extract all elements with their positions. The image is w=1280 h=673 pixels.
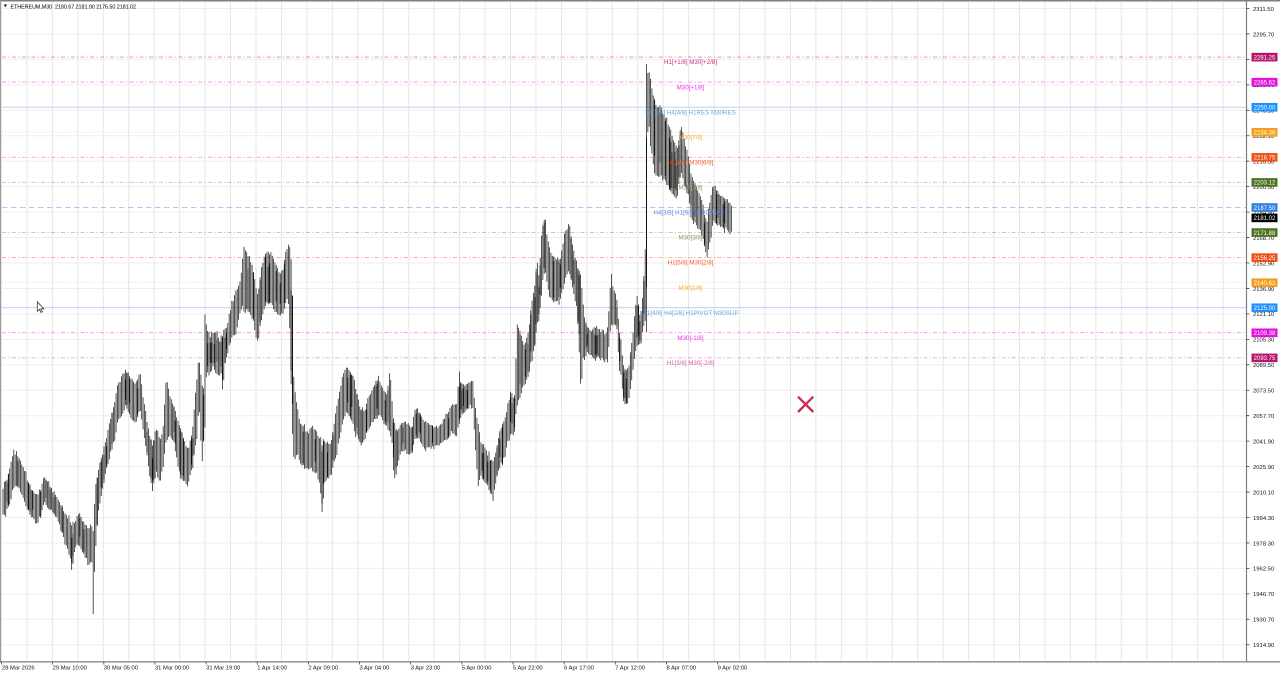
svg-text:2057.70: 2057.70 — [1253, 414, 1275, 420]
svg-text:1994.30: 1994.30 — [1253, 516, 1275, 522]
svg-text:1 Apr 14:00: 1 Apr 14:00 — [257, 665, 287, 671]
svg-text:7 Apr 12:00: 7 Apr 12:00 — [615, 665, 645, 671]
svg-text:H1[+1/8] M30[+2/8]: H1[+1/8] M30[+2/8] — [664, 59, 717, 66]
svg-text:2216.30: 2216.30 — [1253, 160, 1275, 166]
svg-text:2136.90: 2136.90 — [1253, 287, 1275, 293]
svg-text:1930.70: 1930.70 — [1253, 618, 1275, 624]
svg-text:2181.02: 2181.02 — [1254, 216, 1276, 222]
svg-text:1962.50: 1962.50 — [1253, 567, 1275, 573]
svg-text:2109.38: 2109.38 — [1254, 331, 1276, 337]
svg-text:M30[1/8]: M30[1/8] — [678, 285, 702, 292]
svg-text:28 Mar 2026: 28 Mar 2026 — [2, 665, 35, 671]
svg-text:2156.25: 2156.25 — [1254, 256, 1276, 262]
svg-text:2168.70: 2168.70 — [1253, 236, 1275, 242]
svg-text:M30[-1/8]: M30[-1/8] — [677, 335, 703, 342]
svg-text:2265.62: 2265.62 — [1254, 80, 1276, 86]
svg-text:2232.10: 2232.10 — [1253, 134, 1275, 140]
svg-text:H1[7/8] M30[6/8]: H1[7/8] M30[6/8] — [668, 159, 714, 166]
svg-text:H1[5/8] M30[2/8]: H1[5/8] M30[2/8] — [668, 260, 714, 267]
svg-text:D1[4/8] H4[2/8] H1PIVOT M30SUP: D1[4/8] H4[2/8] H1PIVOT M30SUP — [642, 310, 738, 317]
svg-text:2250.00: 2250.00 — [1254, 106, 1276, 112]
svg-text:31 Mar 00:00: 31 Mar 00:00 — [155, 665, 189, 671]
svg-text:1978.30: 1978.30 — [1253, 541, 1275, 547]
svg-text:2125.00: 2125.00 — [1254, 306, 1276, 312]
svg-text:3 Apr 04:00: 3 Apr 04:00 — [360, 665, 390, 671]
svg-text:2105.30: 2105.30 — [1253, 338, 1275, 344]
svg-text:ETHEREUM,M30 2180.67 2181.90: ETHEREUM,M30 2180.67 2181.90 2176.50 218… — [11, 4, 136, 10]
svg-text:M30[7/8]: M30[7/8] — [678, 134, 702, 141]
svg-text:2248.10: 2248.10 — [1253, 109, 1275, 115]
svg-text:3 Apr 23:00: 3 Apr 23:00 — [411, 665, 441, 671]
svg-text:5 Apr 22:00: 5 Apr 22:00 — [513, 665, 543, 671]
svg-text:2025.90: 2025.90 — [1253, 465, 1275, 471]
svg-text:M30[5/8]: M30[5/8] — [678, 185, 702, 192]
svg-text:5 Apr 00:00: 5 Apr 00:00 — [462, 665, 492, 671]
svg-text:D1[5/8] H4[4/8] H1RES M30RES: D1[5/8] H4[4/8] H1RES M30RES — [645, 109, 735, 116]
svg-text:31 Mar 19:00: 31 Mar 19:00 — [206, 665, 240, 671]
svg-text:9 Apr 02:00: 9 Apr 02:00 — [718, 665, 748, 671]
svg-text:2121.10: 2121.10 — [1253, 312, 1275, 318]
svg-text:2171.88: 2171.88 — [1254, 231, 1276, 237]
svg-text:M30[3/8]: M30[3/8] — [678, 235, 702, 242]
svg-text:2152.90: 2152.90 — [1253, 261, 1275, 267]
svg-text:2281.25: 2281.25 — [1254, 55, 1276, 61]
svg-text:2200.50: 2200.50 — [1253, 185, 1275, 191]
svg-text:2 Apr 09:00: 2 Apr 09:00 — [308, 665, 338, 671]
svg-text:M30[+1/8]: M30[+1/8] — [677, 84, 705, 91]
svg-text:2218.75: 2218.75 — [1254, 156, 1276, 162]
svg-text:1914.90: 1914.90 — [1253, 643, 1275, 649]
svg-text:30 Mar 05:00: 30 Mar 05:00 — [104, 665, 138, 671]
svg-text:2187.50: 2187.50 — [1254, 206, 1276, 212]
svg-text:8 Apr 07:00: 8 Apr 07:00 — [666, 665, 696, 671]
svg-text:H1[3/8] M30[-2/8]: H1[3/8] M30[-2/8] — [667, 360, 715, 367]
svg-text:2140.62: 2140.62 — [1254, 281, 1276, 287]
svg-text:2089.50: 2089.50 — [1253, 363, 1275, 369]
svg-text:2184.50: 2184.50 — [1253, 210, 1275, 216]
svg-text:2041.90: 2041.90 — [1253, 439, 1275, 445]
svg-text:2093.75: 2093.75 — [1254, 356, 1276, 362]
svg-text:2203.12: 2203.12 — [1254, 181, 1276, 187]
svg-text:2295.70: 2295.70 — [1253, 32, 1275, 38]
svg-text:1946.70: 1946.70 — [1253, 592, 1275, 598]
svg-text:2010.10: 2010.10 — [1253, 490, 1275, 496]
svg-text:2311.50: 2311.50 — [1253, 7, 1275, 13]
svg-text:2234.38: 2234.38 — [1254, 131, 1276, 137]
svg-text:29 Mar 10:00: 29 Mar 10:00 — [53, 665, 87, 671]
svg-text:H4[3/8] H1[6/8] M30PIVOT: H4[3/8] H1[6/8] M30PIVOT — [654, 210, 728, 217]
svg-text:6 Apr 17:00: 6 Apr 17:00 — [564, 665, 594, 671]
svg-text:2073.50: 2073.50 — [1253, 389, 1275, 395]
